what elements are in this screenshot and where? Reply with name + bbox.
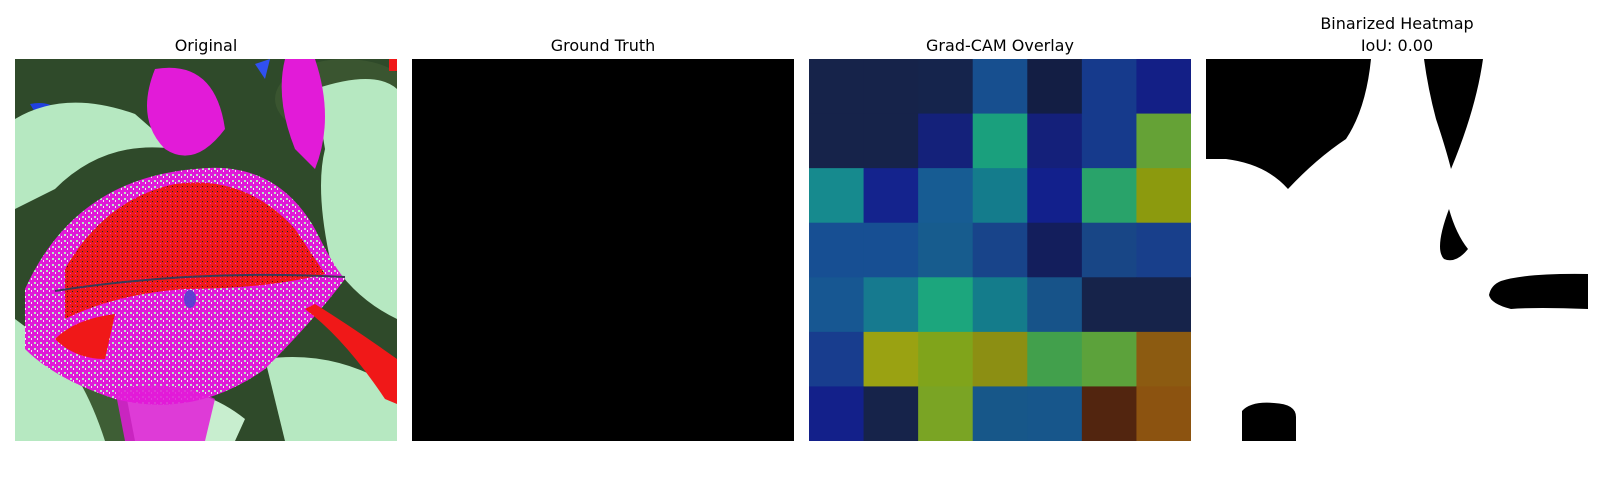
heatmap-cell (1027, 168, 1083, 224)
heatmap-cell (863, 168, 919, 224)
heatmap-cell (972, 168, 1028, 224)
heatmap-cell (972, 386, 1028, 441)
heatmap-cell (1027, 331, 1083, 387)
ground-truth-mask (412, 59, 794, 441)
heatmap-cell (972, 331, 1028, 387)
heatmap-cell (809, 222, 865, 278)
gradcam-title: Grad-CAM Overlay (926, 36, 1074, 55)
heatmap-cell (1081, 222, 1137, 278)
heatmap-cell (972, 113, 1028, 169)
heatmap-cell (918, 168, 974, 224)
heatmap-cell (1136, 386, 1191, 441)
heatmap-cell (1136, 59, 1191, 115)
heatmap-cell (972, 59, 1028, 115)
heatmap-cell (1136, 113, 1191, 169)
heatmap-cell (863, 113, 919, 169)
iou-label: IoU: 0.00 (1360, 36, 1434, 55)
heatmap-cell (918, 386, 974, 441)
mask-region-center-drop (1440, 209, 1468, 261)
heatmap-cell (1081, 113, 1137, 169)
heatmap-cell (1027, 59, 1083, 115)
gradcam-heatmap (809, 59, 1191, 441)
mask-region-top-center (1424, 59, 1483, 169)
heatmap-cell (1081, 59, 1137, 115)
heatmap-cell (918, 59, 974, 115)
heatmap-cell (809, 331, 865, 387)
heatmap-cell (863, 386, 919, 441)
heatmap-cell (918, 277, 974, 333)
heatmap-cell (1136, 277, 1191, 333)
heatmap-cell (1081, 277, 1137, 333)
original-leaf-image (15, 59, 397, 441)
binarized-title: Binarized Heatmap (1320, 14, 1474, 33)
heatmap-cell (1136, 331, 1191, 387)
heatmap-cell (863, 59, 919, 115)
ground-truth-title: Ground Truth (550, 36, 656, 55)
heatmap-cell (1081, 168, 1137, 224)
heatmap-cell (809, 168, 865, 224)
heatmap-cell (809, 59, 865, 115)
mask-region-top-left (1206, 59, 1371, 189)
heatmap-cell (809, 113, 865, 169)
heatmap-cell (863, 277, 919, 333)
heatmap-cell (809, 277, 865, 333)
heatmap-cell (863, 331, 919, 387)
heatmap-cell (918, 331, 974, 387)
binarized-heatmap (1206, 59, 1588, 441)
heatmap-cell (1136, 222, 1191, 278)
heatmap-cell (1027, 277, 1083, 333)
heatmap-cell (1081, 331, 1137, 387)
heatmap-cell (1081, 386, 1137, 441)
heatmap-cell (1027, 113, 1083, 169)
heatmap-cell (972, 277, 1028, 333)
heatmap-cell (863, 222, 919, 278)
heatmap-cell (809, 386, 865, 441)
heatmap-cell (1027, 222, 1083, 278)
original-title: Original (174, 36, 238, 55)
heatmap-cell (1027, 386, 1083, 441)
heatmap-cell (1136, 168, 1191, 224)
mask-region-right (1489, 273, 1588, 309)
mask-region-bottom-left (1242, 402, 1296, 441)
heatmap-cell (972, 222, 1028, 278)
heatmap-cell (918, 222, 974, 278)
heatmap-cell (918, 113, 974, 169)
